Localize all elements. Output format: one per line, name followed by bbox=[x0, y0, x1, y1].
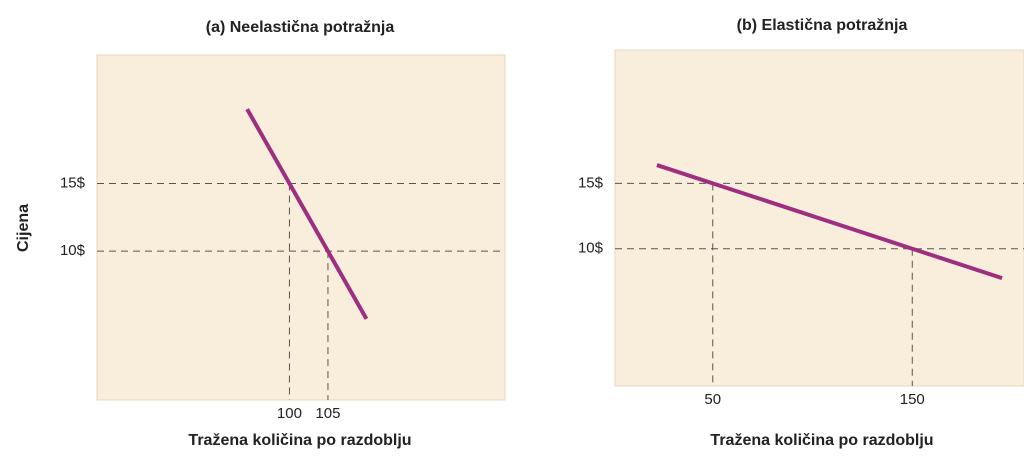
demand-line bbox=[656, 163, 1003, 281]
x-tick-label: 100 bbox=[277, 405, 302, 422]
x-axis-label: Tražena količina po razdoblju bbox=[188, 432, 411, 449]
y-tick-label: 15$ bbox=[60, 174, 86, 191]
y-axis-label: Cijena bbox=[15, 204, 32, 252]
y-tick-label: 15$ bbox=[578, 174, 604, 191]
x-tick-label: 50 bbox=[704, 391, 721, 408]
x-tick-label: 105 bbox=[315, 405, 340, 422]
x-tick-label: 150 bbox=[900, 391, 925, 408]
plot-area bbox=[96, 54, 506, 401]
chart-title: (b) Elastična potražnja bbox=[737, 17, 908, 34]
y-tick-label: 10$ bbox=[578, 240, 604, 257]
demand-line bbox=[245, 108, 369, 320]
y-tick-label: 10$ bbox=[60, 242, 86, 259]
x-axis-label: Tražena količina po razdoblju bbox=[710, 432, 933, 449]
chart-title: (a) Neelastična potražnja bbox=[206, 19, 395, 36]
